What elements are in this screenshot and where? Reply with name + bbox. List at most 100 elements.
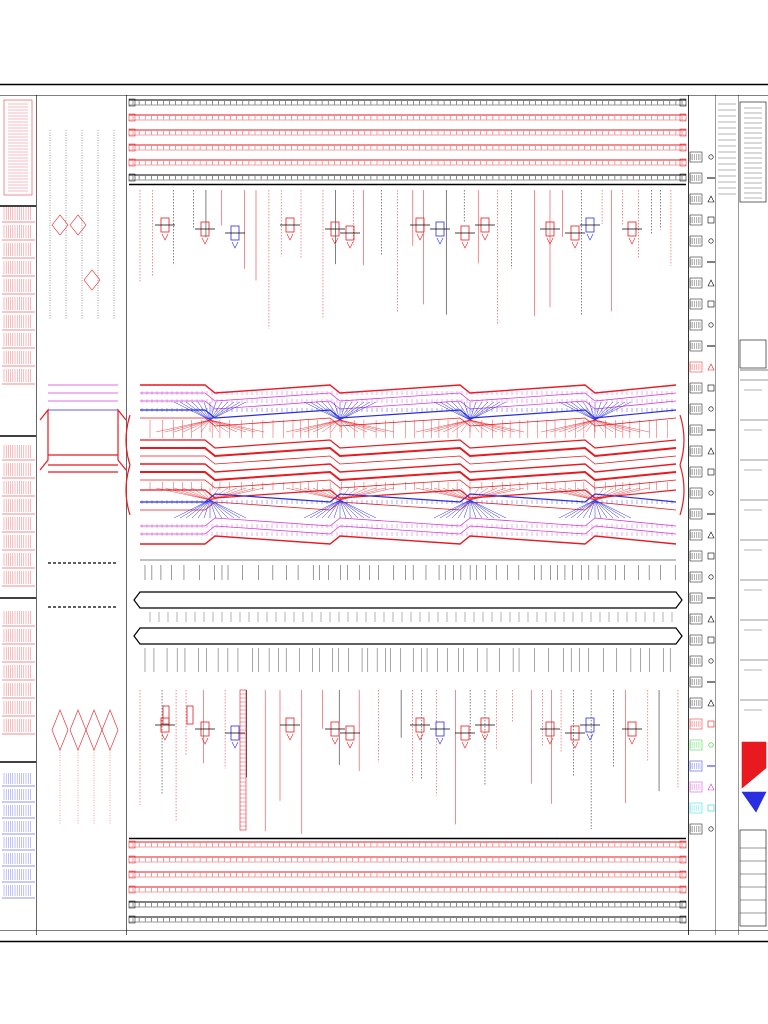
fan-wire [567,487,596,501]
fan-wire [209,487,247,501]
fan-wire [209,487,229,501]
fan-wire [433,499,471,519]
fan-wire [433,401,471,421]
fan-wire [469,499,483,519]
fan-wire [209,419,265,433]
fan-wire [339,401,365,421]
legend-swatch [689,550,703,562]
circuit-bus [140,455,677,465]
fan-wire [558,499,596,519]
legend-symbol [708,742,714,748]
fan-wire [424,419,471,433]
legend-swatch [689,718,703,730]
bus-trace [140,517,677,527]
relay-contact [231,741,239,749]
fan-wire [209,419,220,433]
legend-swatch [689,445,703,457]
relay-contact [481,733,489,741]
relay-contact [586,733,594,741]
legend-swatch [689,151,703,163]
relay-contact [416,233,424,241]
circuit-bus [140,446,677,458]
legend-swatch [689,508,703,520]
bus-trace [140,525,677,535]
fan-wire [209,419,238,433]
fan-wire [333,401,341,421]
fan-wire [309,499,341,519]
fan-wire [294,487,341,501]
fan-wire [433,487,471,501]
fan-wire [315,499,341,519]
fan-wire [339,401,353,421]
fan-wire [173,499,211,519]
fan-wire [451,499,471,519]
fan-wire [594,499,614,519]
legend-symbol [708,490,714,496]
fan-wire [469,401,495,421]
relay-contact [546,737,554,745]
legend-swatch [689,781,703,793]
top-rail-band [128,98,687,182]
legend-swatch [689,487,703,499]
fan-wire [469,487,525,501]
fan-wire [200,487,211,501]
fan-wire [209,487,238,501]
fan-wire [451,401,471,421]
legend-swatch [689,613,703,625]
fan-wire [469,419,489,433]
fan-wire [185,499,211,519]
sheet-frame [0,83,768,943]
bus-trace [140,439,677,449]
legend-symbol [707,552,715,560]
fan-wire [285,419,341,433]
fan-wire [197,401,211,421]
legend-swatch [689,298,703,310]
circuit-bus [140,384,677,394]
relay-box [162,705,170,725]
fan-wire [339,487,386,501]
fan-wire [321,401,341,421]
fan-wire [433,419,471,433]
rail-end-box [679,855,687,864]
legend-symbol [707,195,715,203]
fan-wire [439,401,471,421]
rail-end-box [128,143,136,152]
fan-wire [182,419,211,433]
fan-wire [303,401,341,421]
fan-wire [209,499,229,519]
fan-wire [558,401,596,421]
fan-wire [594,419,614,433]
fan-wire [594,487,650,501]
fan-wire [442,419,471,433]
legend-symbol [708,826,714,832]
bus-trace [140,455,677,465]
fan-wire [339,401,371,421]
fan-wire [327,401,341,421]
fan-wire [469,401,477,421]
fan-wire [209,487,265,501]
rail-end-box [679,840,687,849]
fan-wire [594,401,614,421]
fan-wire [594,499,608,519]
left-table-4 [2,773,35,899]
rail-end-box [679,113,687,122]
bus-trace [140,392,677,402]
fan-wire [588,499,596,519]
relay-contact [546,237,554,245]
fan-wire [594,499,632,519]
fan-wire [303,419,341,433]
relay-contact [286,233,294,241]
junction-fan [285,401,395,433]
legend-symbol [708,658,714,664]
fan-wire [155,487,211,501]
relay-contact [461,741,469,749]
fan-wire [185,401,211,421]
junction-fan [155,487,265,519]
rail-end-box [128,915,136,924]
circuit-bus [140,535,677,545]
fan-wire [339,499,347,519]
circuit-bus [140,470,677,482]
fan-wire [549,419,596,433]
rail-end-box [679,98,687,107]
